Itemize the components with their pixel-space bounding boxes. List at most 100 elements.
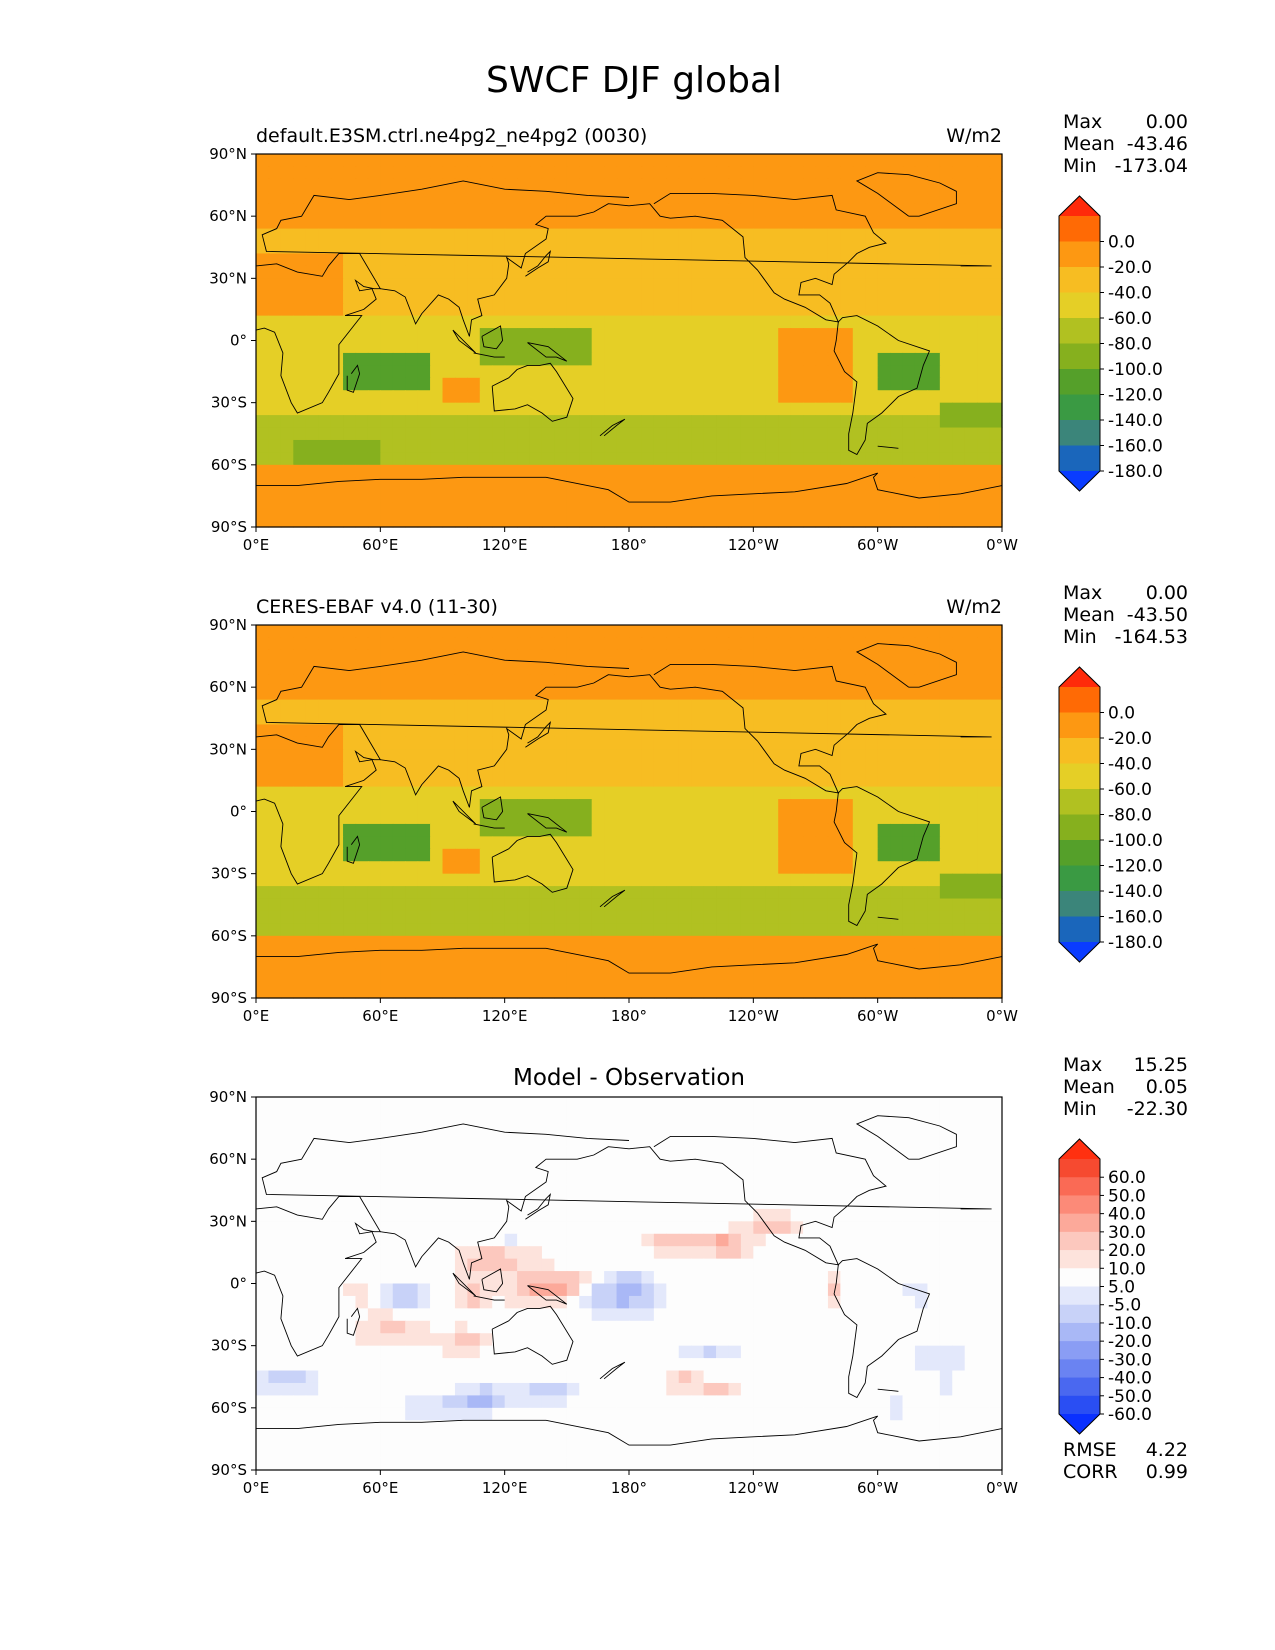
- field-cell: [566, 452, 580, 466]
- field-cell: [902, 973, 916, 987]
- field-cell: [467, 886, 481, 900]
- field-cell: [790, 674, 804, 688]
- stat-label: Mean: [1063, 604, 1115, 626]
- field-cell: [616, 502, 630, 516]
- field-cell: [629, 1097, 643, 1111]
- field-cell: [815, 873, 829, 887]
- stat-label: Mean: [1063, 133, 1115, 155]
- field-cell: [902, 1134, 916, 1148]
- field-cell: [666, 674, 680, 688]
- field-cell: [964, 1146, 978, 1160]
- field-cell: [293, 290, 307, 304]
- colorbar-extend-min: [1059, 942, 1100, 962]
- field-cell: [256, 712, 270, 726]
- field-cell: [492, 352, 506, 366]
- field-cell: [890, 985, 904, 999]
- field-cell: [380, 1171, 394, 1185]
- field-cell: [852, 1134, 866, 1148]
- field-cell: [977, 948, 991, 962]
- field-cell: [629, 736, 643, 750]
- field-cell: [454, 502, 468, 516]
- field-cell: [529, 290, 543, 304]
- field-cell: [392, 724, 406, 738]
- field-cell: [604, 502, 618, 516]
- field-cell: [902, 340, 916, 354]
- field-cell: [939, 1320, 953, 1334]
- field-cell: [268, 873, 282, 887]
- field-cell: [740, 154, 754, 168]
- field-cell: [517, 340, 531, 354]
- field-cell: [417, 203, 431, 217]
- stat-value: -173.04: [1115, 155, 1188, 177]
- field-cell: [641, 699, 655, 713]
- field-cell: [467, 303, 481, 317]
- field-cell: [529, 340, 543, 354]
- field-cell: [430, 836, 444, 850]
- field-cell: [803, 216, 817, 230]
- field-cell: [728, 415, 742, 429]
- field-cell: [964, 439, 978, 453]
- field-cell: [803, 502, 817, 516]
- field-cell: [840, 315, 854, 329]
- field-cell: [840, 910, 854, 924]
- field-cell: [691, 1159, 705, 1173]
- field-cell: [803, 910, 817, 924]
- field-cell: [740, 1246, 754, 1260]
- field-cell: [778, 1295, 792, 1309]
- field-cell: [666, 1271, 680, 1285]
- field-cell: [355, 415, 369, 429]
- y-tick-label: 90°S: [211, 518, 247, 536]
- field-cell: [256, 265, 270, 279]
- field-cell: [728, 464, 742, 478]
- colorbar-extend-max: [1059, 196, 1100, 216]
- field-cell: [890, 948, 904, 962]
- field-cell: [380, 637, 394, 651]
- field-cell: [554, 228, 568, 242]
- field-cell: [691, 1283, 705, 1297]
- field-cell: [454, 203, 468, 217]
- coastline: [855, 172, 957, 217]
- field-cell: [703, 303, 717, 317]
- field-cell: [666, 761, 680, 775]
- field-cell: [840, 1184, 854, 1198]
- field-cell: [430, 1258, 444, 1272]
- field-cell: [914, 649, 928, 663]
- field-cell: [678, 178, 692, 192]
- field-cell: [989, 923, 1003, 937]
- field-cell: [989, 774, 1003, 788]
- field-cell: [952, 873, 966, 887]
- field-cell: [890, 166, 904, 180]
- field-cell: [952, 1295, 966, 1309]
- field-cell: [504, 1320, 518, 1334]
- field-cell: [268, 191, 282, 205]
- field-cell: [554, 761, 568, 775]
- field-cell: [442, 1208, 456, 1222]
- field-cell: [442, 873, 456, 887]
- field-cell: [803, 340, 817, 354]
- field-cell: [355, 352, 369, 366]
- field-cell: [417, 749, 431, 763]
- field-cell: [380, 960, 394, 974]
- field-cell: [380, 415, 394, 429]
- field-cell: [492, 662, 506, 676]
- field-cell: [554, 328, 568, 342]
- field-cell: [902, 377, 916, 391]
- field-cell: [765, 365, 779, 379]
- field-cell: [504, 1308, 518, 1322]
- field-cell: [616, 724, 630, 738]
- field-cell: [815, 625, 829, 639]
- field-cell: [865, 811, 879, 825]
- field-cell: [641, 502, 655, 516]
- field-cell: [330, 1246, 344, 1260]
- field-cell: [380, 1345, 394, 1359]
- field-cell: [256, 303, 270, 317]
- field-cell: [417, 1134, 431, 1148]
- field-cell: [927, 290, 941, 304]
- field-cell: [554, 724, 568, 738]
- field-cell: [405, 625, 419, 639]
- field-cell: [305, 923, 319, 937]
- field-cell: [877, 761, 891, 775]
- field-cell: [952, 315, 966, 329]
- field-cell: [591, 724, 605, 738]
- field-cell: [865, 1196, 879, 1210]
